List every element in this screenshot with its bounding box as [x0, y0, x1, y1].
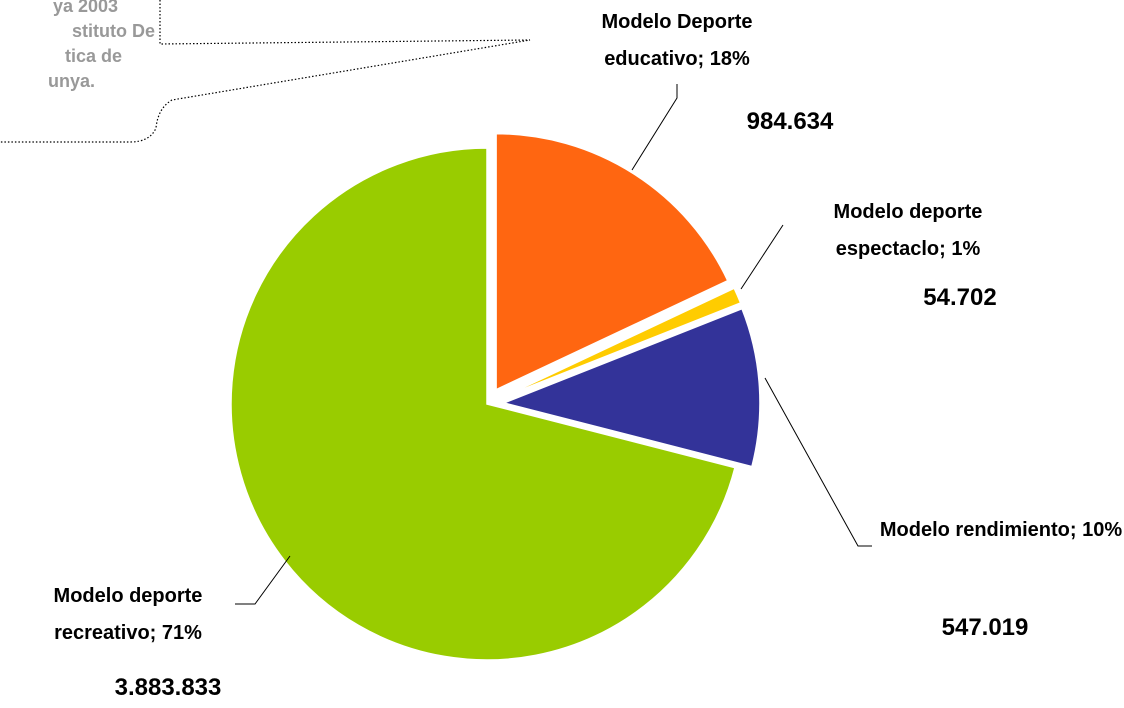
leader-line [235, 555, 291, 605]
leader-lines [235, 84, 872, 605]
leader-line [740, 224, 784, 290]
value-label: 547.019 [941, 614, 1029, 641]
annotation-line: stituto De [72, 21, 155, 41]
leader-line [631, 84, 678, 171]
pie-slice [495, 132, 729, 391]
annotation-line: ya 2003 [53, 0, 119, 16]
value-label: 3.883.833 [114, 674, 222, 701]
value-label: 984.634 [746, 108, 834, 135]
pie-slice [230, 147, 736, 661]
annotation-line: unya. [48, 71, 96, 91]
value-label: 54.702 [923, 284, 997, 311]
annotation-line: tica de [65, 46, 123, 66]
pie-slice [502, 287, 742, 398]
slice-label: Modelo rendimiento; 10% [879, 519, 1123, 541]
slice-label: Modelo deporte recreativo; 71% [53, 585, 203, 644]
callout-outline [0, 0, 531, 143]
pie [230, 132, 761, 661]
slice-label: Modelo Deporte educativo; 18% [601, 11, 753, 70]
slice-label: Modelo deporte espectaclo; 1% [833, 201, 983, 260]
leader-line [764, 377, 872, 547]
pie-slice [501, 307, 761, 468]
